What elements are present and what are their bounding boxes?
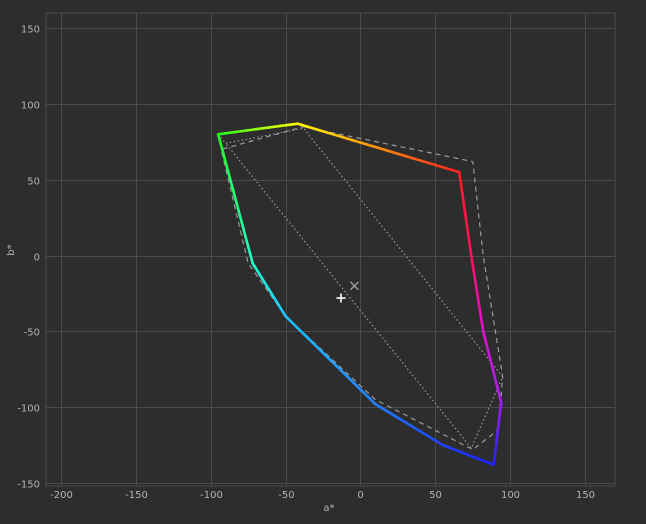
gamut-boundary-segment	[234, 197, 240, 210]
gamut-boundary-segment	[348, 377, 358, 387]
gamut-boundary-segment	[231, 188, 237, 201]
x-tick-label: 0	[357, 490, 363, 501]
x-tick-label: 100	[501, 490, 520, 501]
gamut-boundary-segment	[329, 358, 339, 368]
reference-point-x-marker	[349, 281, 359, 291]
markers	[336, 281, 359, 303]
gamut-boundary-segment	[243, 234, 250, 247]
x-tick-label: -200	[50, 490, 73, 501]
gamut-boundary-segment	[303, 333, 313, 343]
tick-labels: -200 -150 -100 -50 0 50 100 150 -150 -100 -50 0 50 10…	[17, 25, 595, 502]
gamut-boundary-segment	[309, 340, 319, 349]
white-point-plus-marker	[336, 293, 346, 303]
gamut-boundary-segment	[226, 169, 232, 182]
gamut-boundary-segment	[224, 160, 230, 173]
y-tick-label: 50	[27, 177, 40, 188]
x-tick-label: -100	[200, 490, 223, 501]
x-axis-label: a*	[323, 503, 334, 514]
reference-gamuts	[217, 126, 504, 451]
gamut-boundary-segment	[216, 132, 222, 145]
y-tick-label: 100	[21, 101, 40, 112]
gamut-boundary-segment	[284, 314, 294, 324]
gamut-boundary-segment	[307, 125, 322, 132]
gamut-boundary-segment	[423, 160, 438, 167]
gamut-boundary-segment	[239, 215, 245, 228]
x-tick-label: -150	[125, 490, 148, 501]
plot-frame	[45, 12, 616, 487]
gamut-boundary-segment	[236, 206, 242, 219]
y-tick-label: -50	[24, 328, 40, 339]
x-tick-label: 150	[576, 490, 595, 501]
gamut-boundary-segment	[229, 179, 235, 191]
gamut-boundary-segment	[297, 327, 307, 337]
gamut-boundary-segment	[434, 163, 450, 171]
x-tick-label: 50	[429, 490, 442, 501]
gamut-boundary-segment	[248, 252, 254, 265]
reference-gamut-dashed	[220, 126, 504, 451]
gamut-boundary-segment	[296, 122, 311, 129]
gamut-boundary-segment	[246, 243, 252, 256]
gamut-boundary-segment	[354, 383, 364, 393]
gamut-boundary-segment	[367, 396, 377, 406]
reference-gamut-dotted	[217, 127, 504, 450]
gamut-boundary-segment	[241, 225, 247, 237]
gamut-boundary-segment	[400, 153, 415, 160]
gamut-boundary-segment	[411, 157, 426, 164]
gamut-boundary-segment	[342, 136, 357, 143]
gamut-boundary-segment	[319, 129, 334, 136]
gamut-boundary-segment	[354, 139, 369, 146]
y-tick-label: 150	[21, 25, 40, 36]
gamut-boundary	[216, 122, 503, 467]
y-tick-label: -100	[17, 404, 40, 415]
gamut-boundary-segment	[388, 150, 403, 157]
gamut-boundary-segment	[335, 365, 345, 375]
y-tick-label: -150	[17, 480, 40, 491]
gamut-boundary-segment	[290, 321, 300, 331]
gamut-boundary-segment	[342, 371, 352, 381]
gamut-boundary-segment	[322, 352, 332, 362]
gamut-boundary-segment	[365, 143, 380, 150]
x-marker-b	[349, 281, 359, 291]
gamut-boundary-segment	[221, 151, 227, 164]
gamut-boundary-segment	[316, 346, 326, 356]
x-tick-label: -50	[278, 490, 294, 501]
gamut-boundary-segment	[290, 122, 299, 126]
grid	[45, 12, 616, 487]
gamut-boundary-segment	[377, 146, 392, 153]
y-tick-label: 0	[34, 253, 40, 264]
gamut-boundary-segment	[446, 167, 461, 174]
gamut-boundary-segment	[219, 142, 225, 154]
y-axis-label: b*	[6, 244, 17, 255]
gamut-boundary-segment	[361, 390, 371, 400]
gamut-boundary-segment	[330, 132, 346, 139]
